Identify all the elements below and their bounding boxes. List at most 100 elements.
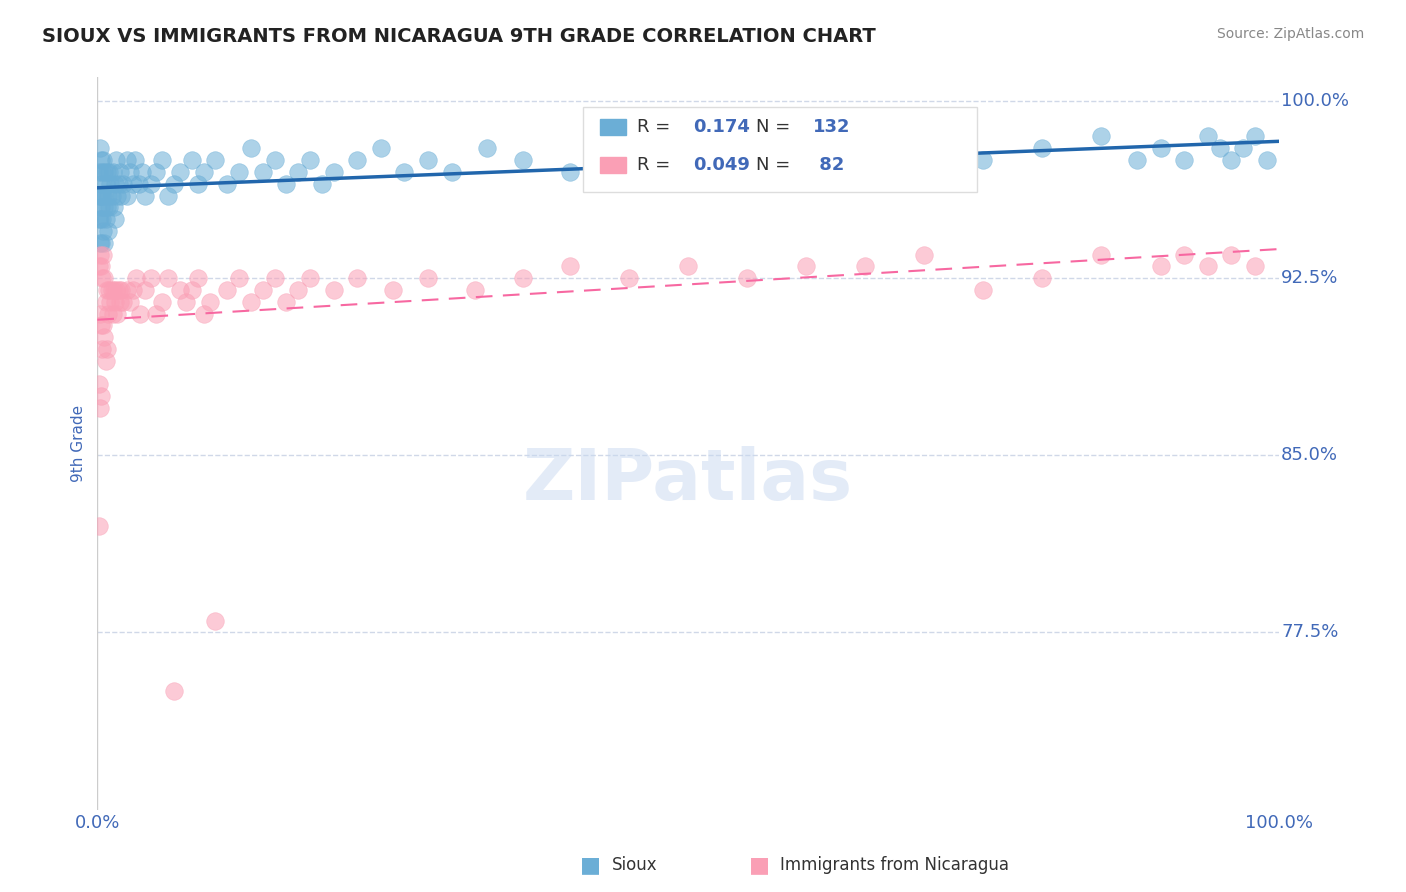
Point [298,153,321,167]
Point [105,153,128,167]
Point [104,294,127,309]
Point [735,153,758,167]
Point [1244,260,1267,274]
Point [120,294,142,309]
Point [93,235,115,250]
Text: 85.0%: 85.0% [1281,446,1339,465]
Point [972,283,994,297]
Text: 0.174: 0.174 [693,118,749,136]
Point [464,283,486,297]
Point [912,247,935,261]
Point [1197,260,1219,274]
Point [91,153,114,167]
Point [346,271,368,285]
Point [139,177,162,191]
Point [416,271,439,285]
Point [96,200,118,214]
Text: SIOUX VS IMMIGRANTS FROM NICARAGUA 9TH GRADE CORRELATION CHART: SIOUX VS IMMIGRANTS FROM NICARAGUA 9TH G… [42,27,876,45]
Point [735,271,758,285]
Point [394,165,416,179]
Point [121,177,143,191]
Point [169,283,191,297]
Point [139,271,162,285]
Point [204,614,226,628]
Point [98,177,121,191]
Point [115,153,138,167]
Point [1256,153,1278,167]
Point [90,200,112,214]
Point [228,165,250,179]
Point [217,283,239,297]
Point [128,177,150,191]
Point [163,177,186,191]
Point [1232,141,1254,155]
Point [115,283,138,297]
Point [1149,141,1171,155]
Text: N =: N = [756,118,796,136]
Point [193,307,215,321]
Point [198,294,221,309]
Point [91,318,114,333]
Point [150,294,173,309]
Point [252,165,274,179]
Point [912,165,935,179]
Point [96,342,118,356]
Point [90,235,112,250]
Point [252,283,274,297]
Point [1197,129,1219,144]
Point [91,224,114,238]
Point [115,188,138,202]
Text: 92.5%: 92.5% [1281,269,1339,287]
Point [131,165,153,179]
Text: ■: ■ [581,855,600,875]
Point [112,177,135,191]
Point [1126,153,1149,167]
Point [276,177,298,191]
Point [853,153,876,167]
Point [87,165,110,179]
Point [100,188,122,202]
Point [311,177,333,191]
Point [187,177,209,191]
Point [1031,141,1053,155]
Point [91,165,114,179]
Point [91,271,114,285]
Text: Source: ZipAtlas.com: Source: ZipAtlas.com [1216,27,1364,41]
Point [558,165,581,179]
Point [89,212,111,227]
Point [475,141,498,155]
Point [110,188,132,202]
Point [98,165,121,179]
Point [853,260,876,274]
Point [104,212,127,227]
Point [87,260,110,274]
Text: ZIPatlas: ZIPatlas [523,446,853,515]
Point [298,271,321,285]
Point [89,188,111,202]
Point [105,283,128,297]
Point [108,294,131,309]
Point [972,153,994,167]
Point [370,141,392,155]
Point [124,153,146,167]
Point [1149,260,1171,274]
Point [595,141,617,155]
Point [91,212,114,227]
Point [98,294,121,309]
Point [91,342,114,356]
Point [103,200,125,214]
Point [676,165,699,179]
Point [125,271,148,285]
Point [101,307,124,321]
Point [89,247,111,261]
Point [134,283,156,297]
Point [1090,129,1112,144]
Point [1208,141,1230,155]
Text: 100.0%: 100.0% [1281,92,1348,110]
Point [94,177,117,191]
Point [90,260,112,274]
Point [120,165,142,179]
Point [263,271,285,285]
Point [512,153,534,167]
Point [94,294,117,309]
